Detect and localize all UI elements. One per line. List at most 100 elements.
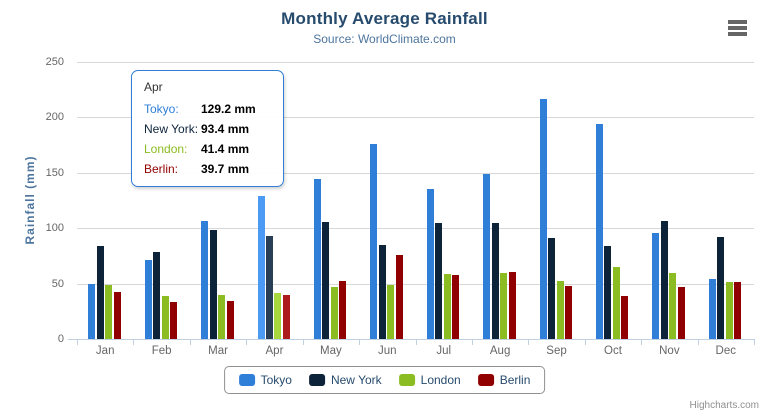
bar-berlin-dec[interactable] (734, 282, 742, 339)
chart-subtitle: Source: WorldClimate.com (313, 32, 456, 46)
bar-london-may[interactable] (330, 286, 338, 339)
bar-london-jan[interactable] (105, 284, 113, 339)
x-axis-label-jul: Jul (436, 345, 452, 357)
bar-berlin-aug[interactable] (508, 272, 516, 339)
x-axis-label-feb: Feb (151, 345, 172, 357)
legend-label: New York (330, 373, 382, 387)
bar-tokyo-sep[interactable] (539, 99, 547, 339)
y-axis-label-100: 100 (45, 222, 64, 235)
tooltip-row-tokyo: Tokyo: 129.2 mm (144, 99, 271, 119)
x-axis-label-apr: Apr (265, 345, 284, 357)
bar-tokyo-dec[interactable] (708, 278, 716, 339)
bar-london-apr[interactable] (274, 293, 282, 339)
x-axis-label-oct: Oct (604, 345, 622, 357)
x-axis-tick (415, 339, 417, 345)
hamburger-bar (728, 26, 747, 30)
tooltip-row-london: London: 41.4 mm (144, 139, 271, 159)
bar-london-aug[interactable] (500, 272, 508, 339)
bar-new-york-sep[interactable] (548, 237, 556, 339)
bar-new-york-jul[interactable] (435, 222, 443, 339)
legend-swatch-icon (308, 374, 325, 386)
legend-label: London (420, 373, 461, 387)
export-menu-icon[interactable] (728, 20, 747, 38)
bar-berlin-apr[interactable] (282, 295, 290, 339)
bar-london-jun[interactable] (387, 285, 395, 339)
bar-berlin-mar[interactable] (226, 300, 234, 339)
x-axis-tick (189, 339, 191, 345)
bar-london-feb[interactable] (161, 296, 169, 339)
x-axis-label-sep: Sep (546, 345, 567, 357)
bar-tokyo-oct[interactable] (596, 123, 604, 339)
x-axis-tick (754, 339, 755, 345)
tooltip-row-new-york: New York: 93.4 mm (144, 119, 271, 139)
chart-title: Monthly Average Rainfall (281, 9, 488, 28)
bar-new-york-oct[interactable] (604, 246, 612, 339)
bar-new-york-may[interactable] (322, 221, 330, 339)
bar-new-york-apr[interactable] (265, 235, 273, 339)
bar-berlin-jun[interactable] (395, 255, 403, 339)
bar-berlin-feb[interactable] (170, 302, 178, 339)
x-axis-tick (359, 339, 361, 345)
bar-london-mar[interactable] (218, 295, 226, 339)
x-axis-label-jan: Jan (95, 345, 115, 357)
bar-berlin-sep[interactable] (565, 286, 572, 339)
bar-berlin-nov[interactable] (677, 287, 685, 339)
bar-london-jul[interactable] (443, 273, 451, 339)
y-axis-label-0: 0 (57, 333, 64, 345)
x-axis-tick (246, 339, 248, 345)
bar-london-dec[interactable] (725, 282, 733, 339)
gridline-200 (77, 117, 754, 119)
x-axis-tick (77, 339, 78, 345)
legend-item-tokyo[interactable]: Tokyo (238, 373, 292, 387)
gridline-50 (77, 283, 754, 285)
tooltip-series-name: New York: (144, 122, 199, 136)
tooltip: Apr Tokyo: 129.2 mm New York: 93.4 mm London… (131, 70, 284, 187)
bar-new-york-dec[interactable] (717, 236, 725, 339)
bar-tokyo-jun[interactable] (370, 143, 378, 339)
x-axis-tick (471, 339, 473, 345)
x-axis-label-dec: Dec (715, 345, 736, 357)
x-axis-tick (302, 339, 304, 345)
bar-new-york-mar[interactable] (209, 229, 217, 339)
bar-tokyo-feb[interactable] (144, 259, 152, 339)
bar-new-york-jan[interactable] (96, 246, 104, 339)
legend-swatch-icon (238, 374, 255, 386)
gridline-150 (77, 172, 754, 174)
bar-new-york-jun[interactable] (378, 245, 386, 339)
legend-swatch-icon (477, 374, 494, 386)
bar-london-sep[interactable] (556, 280, 564, 339)
tooltip-header: Apr (144, 80, 163, 94)
bar-tokyo-mar[interactable] (201, 221, 209, 339)
legend-item-london[interactable]: London (398, 373, 461, 387)
legend-item-new-york[interactable]: New York (308, 373, 382, 387)
x-axis-label-may: May (319, 345, 342, 357)
highcharts-credits-link[interactable]: Highcharts.com (689, 400, 759, 411)
bar-tokyo-nov[interactable] (652, 233, 660, 339)
x-axis-label-nov: Nov (659, 345, 680, 357)
bar-new-york-nov[interactable] (660, 220, 668, 339)
legend-item-berlin[interactable]: Berlin (477, 373, 530, 387)
bar-tokyo-jul[interactable] (426, 188, 434, 339)
tooltip-series-value: 129.2 mm (201, 102, 256, 116)
legend-swatch-icon (398, 374, 415, 386)
bar-tokyo-may[interactable] (313, 179, 321, 339)
bar-berlin-oct[interactable] (621, 295, 629, 339)
hamburger-bar (728, 32, 747, 36)
bar-london-nov[interactable] (669, 273, 677, 339)
bar-berlin-jul[interactable] (452, 275, 460, 339)
bar-london-oct[interactable] (612, 266, 620, 339)
bar-new-york-aug[interactable] (491, 223, 499, 339)
tooltip-series-name: Tokyo: (144, 102, 179, 116)
bar-berlin-jan[interactable] (113, 292, 121, 339)
tooltip-series-value: 39.7 mm (201, 162, 250, 176)
bar-tokyo-jan[interactable] (88, 283, 96, 339)
gridline-100 (77, 228, 754, 230)
bar-tokyo-apr[interactable] (257, 195, 265, 339)
bar-tokyo-aug[interactable] (483, 174, 491, 339)
tooltip-series-name: Berlin: (144, 162, 179, 176)
x-axis-tick (641, 339, 643, 345)
bar-new-york-feb[interactable] (153, 251, 161, 339)
bar-berlin-may[interactable] (339, 280, 347, 339)
y-axis-label-150: 150 (45, 166, 64, 179)
